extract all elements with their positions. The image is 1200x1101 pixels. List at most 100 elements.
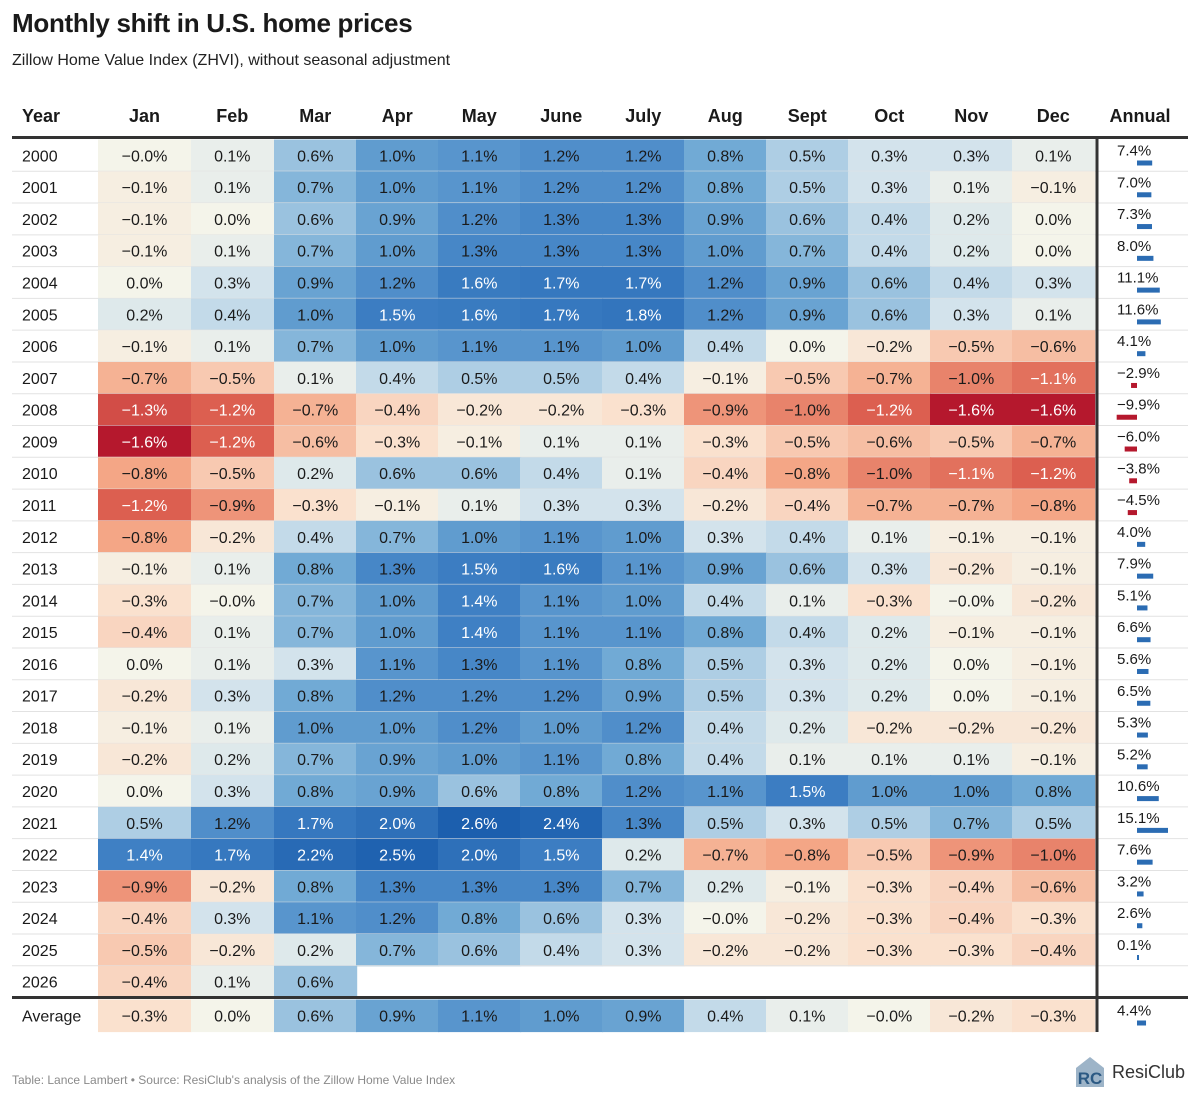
heatmap-cell xyxy=(930,266,1014,299)
heatmap-cell xyxy=(684,361,768,395)
cell-value: 0.1% xyxy=(1035,148,1071,165)
heatmap-cell xyxy=(1012,743,1096,776)
heatmap-cell xyxy=(274,965,358,999)
heatmap-cell xyxy=(602,361,686,395)
cell-value: 0.8% xyxy=(543,784,579,801)
cell-value: 1.1% xyxy=(543,625,579,642)
heatmap-cell xyxy=(191,425,275,458)
heatmap-cell xyxy=(848,838,932,872)
cell-value: 1.3% xyxy=(461,244,497,261)
heatmap-cell xyxy=(602,679,686,713)
cell-value: −0.6% xyxy=(866,434,912,451)
heatmap-cell xyxy=(766,298,850,331)
cell-value: −0.3% xyxy=(292,498,338,515)
heatmap-cell xyxy=(98,679,192,713)
heatmap-cell xyxy=(98,457,192,490)
heatmap-cell xyxy=(848,999,932,1033)
heatmap-cell xyxy=(520,330,604,363)
cell-value: 0.3% xyxy=(625,498,661,515)
heatmap-cell xyxy=(930,711,1014,744)
cell-value: 1.1% xyxy=(461,339,497,356)
cell-value: −0.2% xyxy=(209,879,255,896)
heatmap-cell xyxy=(766,520,850,554)
heatmap-cell xyxy=(274,552,358,586)
heatmap-cell xyxy=(602,298,686,331)
annual-bar xyxy=(1137,732,1148,738)
heatmap-cell xyxy=(520,234,604,268)
cell-value: 0.1% xyxy=(214,720,250,737)
heatmap-cell xyxy=(520,266,604,299)
heatmap-cell xyxy=(766,838,850,872)
heatmap-cell xyxy=(356,266,440,299)
heatmap-cell xyxy=(191,489,275,522)
heatmap-cell xyxy=(1012,457,1096,490)
cell-value: 0.1% xyxy=(214,975,250,992)
cell-value: −1.6% xyxy=(1030,403,1076,420)
cell-value: −0.1% xyxy=(122,562,168,579)
cell-value: 0.6% xyxy=(297,212,333,229)
cell-value: −0.2% xyxy=(702,498,748,515)
annual-bar xyxy=(1127,510,1137,516)
heatmap-cell xyxy=(1012,425,1096,458)
heatmap-cell xyxy=(684,266,768,299)
header-month: Sept xyxy=(788,106,827,126)
cell-value: −0.7% xyxy=(866,498,912,515)
heatmap-cell xyxy=(930,234,1014,268)
heatmap-cell xyxy=(602,870,686,903)
annual-bar xyxy=(1129,478,1137,484)
cell-value: 1.0% xyxy=(379,148,415,165)
heatmap-cell xyxy=(438,934,522,967)
cell-value: −0.8% xyxy=(784,466,830,483)
heatmap-cell xyxy=(1012,679,1096,713)
annual-bar xyxy=(1137,859,1153,865)
heatmap-cell xyxy=(438,584,522,617)
cell-value: 1.2% xyxy=(543,689,579,706)
heatmap-cell xyxy=(520,679,604,713)
heatmap-cell xyxy=(438,393,522,427)
cell-value: 0.8% xyxy=(297,879,333,896)
heatmap-cell xyxy=(274,171,358,204)
heatmap-cell xyxy=(520,711,604,744)
cell-value: −0.9% xyxy=(209,498,255,515)
heatmap-cell xyxy=(766,934,850,967)
annual-value: −3.8% xyxy=(1117,460,1160,477)
annual-value: 15.1% xyxy=(1117,810,1160,827)
cell-value: 0.0% xyxy=(953,689,989,706)
cell-value: −1.1% xyxy=(948,466,994,483)
cell-value: 0.8% xyxy=(297,784,333,801)
annual-value: 7.9% xyxy=(1117,556,1151,573)
cell-value: 0.3% xyxy=(871,562,907,579)
heatmap-cell xyxy=(98,647,192,681)
heatmap-cell xyxy=(1012,489,1096,522)
year-label: 2021 xyxy=(22,816,58,833)
heatmap-cell xyxy=(98,234,192,268)
heatmap-cell xyxy=(602,775,686,808)
heatmap-cell xyxy=(602,234,686,268)
cell-value: 0.1% xyxy=(871,530,907,547)
cell-value: 0.6% xyxy=(461,943,497,960)
heatmap-cell xyxy=(602,743,686,776)
cell-value: 0.4% xyxy=(871,244,907,261)
year-label: 2006 xyxy=(22,339,58,356)
cell-value: −0.1% xyxy=(948,530,994,547)
heatmap-cell xyxy=(191,139,275,172)
cell-value: −0.2% xyxy=(209,530,255,547)
annual-bar xyxy=(1137,605,1148,611)
heatmap-cell xyxy=(520,552,604,586)
heatmap-cell xyxy=(191,584,275,617)
annual-bar xyxy=(1137,796,1159,802)
cell-value: −0.8% xyxy=(122,530,168,547)
heatmap-cell xyxy=(930,457,1014,490)
cell-value: 0.8% xyxy=(1035,784,1071,801)
cell-value: −0.1% xyxy=(122,339,168,356)
heatmap-cell xyxy=(602,171,686,204)
cell-value: 0.4% xyxy=(871,212,907,229)
heatmap-cell xyxy=(766,330,850,363)
heatmap-cell xyxy=(1012,838,1096,872)
heatmap-cell xyxy=(438,139,522,172)
cell-value: −0.7% xyxy=(122,371,168,388)
header-month: July xyxy=(625,106,661,126)
heatmap-cell xyxy=(98,806,192,840)
heatmap-cell xyxy=(766,806,850,840)
heatmap-cell xyxy=(848,806,932,840)
